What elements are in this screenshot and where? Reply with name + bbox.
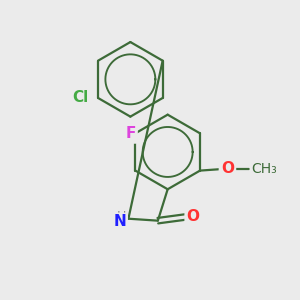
Text: O: O bbox=[187, 209, 200, 224]
Text: H: H bbox=[117, 210, 126, 223]
Text: CH₃: CH₃ bbox=[251, 162, 277, 176]
Text: O: O bbox=[221, 161, 234, 176]
Text: N: N bbox=[114, 214, 126, 229]
Text: Cl: Cl bbox=[72, 91, 88, 106]
Text: F: F bbox=[125, 126, 136, 141]
